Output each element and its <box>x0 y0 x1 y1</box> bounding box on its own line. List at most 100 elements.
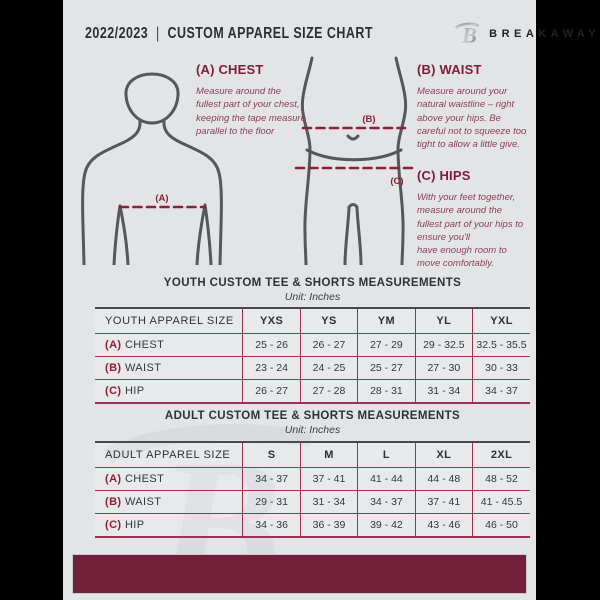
table-row: (C) HIP 26 - 27 27 - 28 28 - 31 31 - 34 34 - … <box>95 379 530 403</box>
measurement-value-cell: 34 - 37 <box>357 490 416 514</box>
table-row: (A) CHEST 25 - 26 26 - 27 27 - 29 29 - 32.5 3… <box>95 333 530 357</box>
title-year: 2022/2023 <box>85 25 149 42</box>
size-column-header: YS <box>299 308 358 334</box>
apparel-size-header-cell: YOUTH APPAREL SIZE <box>95 308 243 334</box>
measurement-value-cell: 44 - 48 <box>414 467 473 491</box>
row-prefix: (B) <box>105 362 125 374</box>
brand-name: BREAKAWAY <box>489 28 600 40</box>
row-label: WAIST <box>124 496 162 508</box>
table-row: (A) CHEST 34 - 37 37 - 41 41 - 44 44 - 48 48 … <box>95 467 530 491</box>
right-arm-inner-line <box>203 203 213 265</box>
svg-text:B: B <box>461 23 477 48</box>
breakaway-logo-icon: B <box>455 22 480 48</box>
youth-size-table: YOUTH APPAREL SIZE YXS YS YM YL YXL (A) CHEST 2… <box>95 307 530 404</box>
row-prefix: (C) <box>105 519 125 531</box>
measurements-table: ADULT APPAREL SIZE S M L XL 2XL (A) CHEST 34 - … <box>95 441 530 538</box>
navel-mark <box>346 134 360 141</box>
left-pillarbox-bar <box>0 0 63 600</box>
row-label: CHEST <box>124 339 165 351</box>
youth-table-title: YOUTH CUSTOM TEE & SHORTS MEASUREMENTS <box>163 277 462 289</box>
right-torso-line <box>195 203 207 265</box>
crotch-curve <box>347 203 359 209</box>
row-label: CHEST <box>124 473 165 485</box>
row-label: WAIST <box>124 362 162 374</box>
footer-bar <box>72 554 527 594</box>
measurement-value-cell: 39 - 42 <box>357 513 416 537</box>
chest-section-body: Measure around the fullest part of your … <box>196 86 306 137</box>
measurement-value-cell: 48 - 52 <box>472 467 530 491</box>
measurement-value-cell: 37 - 41 <box>414 490 473 514</box>
measurement-row-label: (A) CHEST <box>95 467 243 491</box>
measurement-value-cell: 30 - 33 <box>472 356 530 380</box>
measurement-value-cell: 43 - 46 <box>414 513 473 537</box>
table-row: (C) HIP 34 - 36 36 - 39 39 - 42 43 - 46 46 - … <box>95 513 530 537</box>
measurements-table: YOUTH APPAREL SIZE YXS YS YM YL YXL (A) CHEST 2… <box>95 307 530 404</box>
right-pillarbox-bar <box>536 0 600 600</box>
adult-table-unit: Unit: Inches <box>284 424 341 436</box>
brand-lockup: B BREAKAWAY <box>454 19 600 49</box>
size-column-header: YL <box>414 308 473 334</box>
right-hip-leg-outline <box>394 56 408 265</box>
hips-line-label: (C) <box>390 176 403 187</box>
measurement-value-cell: 29 - 32.5 <box>414 333 473 357</box>
row-prefix: (B) <box>105 496 125 508</box>
measurement-value-cell: 27 - 28 <box>299 379 358 403</box>
adult-table-title: ADULT CUSTOM TEE & SHORTS MEASUREMENTS <box>164 410 461 422</box>
hip-curve-line <box>305 148 403 162</box>
youth-table-unit: Unit: Inches <box>284 291 341 303</box>
measurement-value-cell: 36 - 39 <box>299 513 358 537</box>
table-header-row: YOUTH APPAREL SIZE YXS YS YM YL YXL <box>95 308 530 334</box>
measurement-value-cell: 37 - 41 <box>299 467 358 491</box>
size-chart-document: B 2022/2023 | CUSTOM APPAREL SIZE CHART <box>63 0 596 600</box>
size-column-header: YXL <box>472 308 530 334</box>
measurement-row-label: (C) HIP <box>95 379 243 403</box>
waist-instructions: (B) WAIST Measure around your natural wa… <box>417 62 529 151</box>
waist-section-title: (B) WAIST <box>417 62 482 77</box>
hips-section-title: (C) HIPS <box>417 168 471 183</box>
waist-line-label: (B) <box>362 114 375 125</box>
size-column-header: YM <box>357 308 416 334</box>
row-label: HIP <box>124 519 145 531</box>
measurement-value-cell: 34 - 37 <box>472 379 530 403</box>
row-label: HIP <box>124 385 145 397</box>
measurement-row-label: (A) CHEST <box>95 333 243 357</box>
measurement-value-cell: 25 - 27 <box>357 356 416 380</box>
measurement-value-cell: 25 - 26 <box>242 333 301 357</box>
hips-instructions: (C) HIPS With your feet together, measur… <box>417 168 529 271</box>
row-prefix: (C) <box>105 385 125 397</box>
measurement-value-cell: 29 - 31 <box>242 490 301 514</box>
chest-line-label: (A) <box>155 193 168 204</box>
measurement-value-cell: 27 - 30 <box>414 356 473 380</box>
measurement-value-cell: 23 - 24 <box>242 356 301 380</box>
table-row: (B) WAIST 23 - 24 24 - 25 25 - 27 27 - 30 30 … <box>95 356 530 380</box>
left-shoulder-arm-outline <box>81 119 142 265</box>
measurement-value-cell: 41 - 44 <box>357 467 416 491</box>
adult-size-table: ADULT APPAREL SIZE S M L XL 2XL (A) CHEST 34 - … <box>95 441 530 538</box>
chest-section-title: (A) CHEST <box>196 62 264 77</box>
measurement-row-label: (C) HIP <box>95 513 243 537</box>
left-inner-leg-line <box>343 206 351 265</box>
size-column-header: M <box>299 442 358 468</box>
page-title: 2022/2023 | CUSTOM APPAREL SIZE CHART <box>85 25 373 43</box>
size-column-header: XL <box>414 442 473 468</box>
measurement-row-label: (B) WAIST <box>95 356 243 380</box>
title-text: CUSTOM APPAREL SIZE CHART <box>167 25 373 42</box>
apparel-size-header-cell: ADULT APPAREL SIZE <box>95 442 243 468</box>
size-column-header: S <box>242 442 301 468</box>
measurement-row-label: (B) WAIST <box>95 490 243 514</box>
hips-section-body: With your feet together, measure around … <box>417 192 524 270</box>
measurement-value-cell: 31 - 34 <box>299 490 358 514</box>
row-prefix: (A) <box>105 473 125 485</box>
measurement-value-cell: 34 - 36 <box>242 513 301 537</box>
waist-section-body: Measure around your natural waistline – … <box>417 86 527 151</box>
head-outline <box>124 72 180 125</box>
measurement-value-cell: 41 - 45.5 <box>472 490 530 514</box>
measurement-value-cell: 27 - 29 <box>357 333 416 357</box>
size-column-header: 2XL <box>472 442 530 468</box>
right-inner-leg-line <box>355 206 363 265</box>
measurement-value-cell: 24 - 25 <box>299 356 358 380</box>
measurement-value-cell: 31 - 34 <box>414 379 473 403</box>
right-shoulder-arm-outline <box>162 119 223 265</box>
row-prefix: (A) <box>105 339 125 351</box>
